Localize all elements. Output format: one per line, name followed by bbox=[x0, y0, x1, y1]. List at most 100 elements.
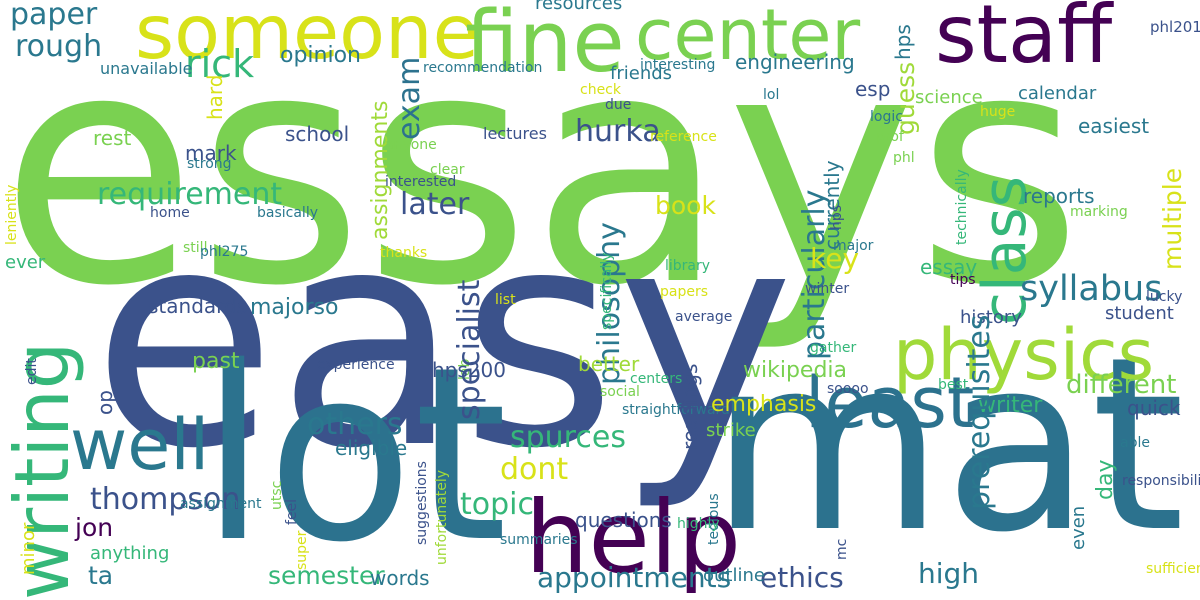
word-46-mark: mark bbox=[185, 141, 237, 165]
word-51-phl: phl bbox=[893, 150, 915, 166]
word-130-summaries: summaries bbox=[500, 532, 578, 548]
word-8-help: help bbox=[525, 479, 742, 596]
word-5-fine: fine bbox=[465, 0, 625, 92]
word-119-even: even bbox=[1068, 505, 1089, 550]
word-17-opinion: opinion bbox=[280, 43, 361, 68]
word-111-feel: feel bbox=[284, 498, 300, 525]
word-36-lol: lol bbox=[763, 87, 780, 103]
word-62-home: home bbox=[150, 205, 190, 221]
word-7-staff: staff bbox=[935, 0, 1113, 81]
word-97-soooo: soooo bbox=[827, 381, 869, 397]
word-18-resources: resources bbox=[535, 0, 623, 14]
word-41-school: school bbox=[285, 122, 350, 146]
word-115-topic: topic bbox=[460, 487, 534, 522]
word-81-majorso: majorso bbox=[250, 295, 339, 320]
word-67-thanks: thanks bbox=[380, 245, 428, 261]
word-71-ever: ever bbox=[5, 252, 46, 273]
word-86-average: average bbox=[675, 309, 733, 325]
word-69-syllabus: syllabus bbox=[1020, 269, 1163, 309]
word-136-outline: outline bbox=[703, 565, 765, 586]
word-88-specialist: specialist bbox=[452, 279, 487, 420]
word-35-esp: esp bbox=[855, 77, 891, 101]
word-44-reference: reference bbox=[650, 129, 717, 145]
word-58-book: book bbox=[655, 191, 716, 220]
word-129-anything: anything bbox=[90, 543, 170, 564]
word-19-hps: hps bbox=[891, 24, 915, 60]
word-31-hard: hard bbox=[203, 74, 227, 121]
word-123-suggestions: suggestions bbox=[414, 461, 430, 545]
word-26-calendar: calendar bbox=[1018, 83, 1097, 104]
word-98-social: social bbox=[600, 384, 640, 400]
word-125-highly: highly bbox=[677, 516, 720, 532]
word-103-emphasis: emphasis bbox=[711, 392, 817, 417]
word-80-list: list bbox=[495, 292, 516, 308]
word-12-least: least bbox=[805, 362, 975, 444]
word-77-winter: winter bbox=[805, 281, 850, 297]
word-68-key: key bbox=[810, 242, 860, 275]
word-104-writer: writer bbox=[978, 393, 1043, 418]
word-138-sufficient: sufficient bbox=[1146, 561, 1200, 577]
word-96-centers: centers bbox=[630, 371, 683, 387]
word-22-recommendation: recommendation bbox=[423, 60, 543, 76]
word-39-easiest: easiest bbox=[1078, 114, 1150, 138]
word-100-best: best bbox=[938, 377, 969, 393]
word-2-lot: lot bbox=[200, 315, 508, 595]
word-78-edit: edit bbox=[24, 358, 40, 385]
word-40-hurka: hurka bbox=[575, 114, 661, 149]
word-102-straightforward: straightforward bbox=[622, 402, 730, 418]
word-37-logic: logic bbox=[870, 109, 903, 125]
word-74-essay: essay bbox=[920, 255, 978, 279]
word-101-utsc: utsc bbox=[269, 480, 285, 510]
word-23-friends: friends bbox=[610, 63, 673, 84]
word-107-strike: strike bbox=[706, 420, 756, 441]
word-43-lectures: lectures bbox=[483, 124, 547, 143]
word-4-someone: someone bbox=[135, 0, 479, 76]
word-84-history: history bbox=[960, 307, 1022, 328]
word-128-jon: jon bbox=[75, 513, 114, 542]
word-21-unavailable: unavailable bbox=[100, 59, 193, 78]
word-9-physics: physics bbox=[893, 314, 1155, 396]
word-82-standards: standards bbox=[148, 294, 248, 318]
word-50-interested: interested bbox=[385, 174, 457, 190]
word-27-science: science bbox=[915, 87, 983, 108]
word-16-rick: rick bbox=[185, 42, 255, 86]
word-120-assignment: assignment bbox=[180, 496, 262, 512]
word-132-semester: semester bbox=[268, 561, 385, 590]
word-32-assignments: assignments bbox=[368, 100, 393, 240]
word-3-math: math bbox=[710, 305, 1200, 585]
word-72-phl275: phl275 bbox=[200, 244, 249, 260]
word-0-essays: essays bbox=[0, 0, 1083, 356]
word-110-eligible: eligible bbox=[335, 436, 408, 460]
word-34-due: due bbox=[605, 97, 632, 113]
word-106-spurces: spurces bbox=[510, 420, 626, 455]
word-124-questions: questions bbox=[575, 508, 672, 532]
word-91-past: past bbox=[192, 349, 240, 374]
word-24-interesting: interesting bbox=[640, 57, 716, 73]
word-28-multiple: multiple bbox=[1158, 167, 1187, 270]
word-112-minor: minor bbox=[18, 522, 39, 575]
word-45-prof: prof bbox=[876, 129, 904, 145]
word-116-day: day bbox=[1093, 459, 1118, 500]
word-92-better: better bbox=[578, 352, 640, 376]
word-60-reports: reports bbox=[1023, 184, 1095, 208]
word-6-center: center bbox=[635, 0, 861, 76]
word-135-ethics: ethics bbox=[760, 561, 844, 594]
word-42-rest: rest bbox=[93, 126, 132, 150]
word-1-easy: easy bbox=[92, 165, 795, 514]
word-38-huge: huge bbox=[980, 104, 1016, 120]
word-52-technically: technically bbox=[954, 169, 970, 245]
word-95-different: different bbox=[1066, 370, 1177, 400]
word-70-lucky: lucky bbox=[1146, 289, 1183, 305]
word-89-gather: gather bbox=[810, 340, 857, 356]
word-64-hps: hps bbox=[829, 204, 845, 230]
word-33-check: check bbox=[580, 82, 621, 98]
word-114-dont: dont bbox=[500, 452, 569, 487]
word-93-hps200: hps200 bbox=[432, 358, 506, 382]
word-49-clear: clear bbox=[430, 162, 465, 178]
word-85-student: student bbox=[1105, 303, 1174, 324]
word-118-prerequisites: prerequisites bbox=[962, 314, 997, 510]
word-65-major: major bbox=[833, 238, 874, 254]
word-108-readings: readings bbox=[678, 363, 702, 450]
word-10-writing: writing bbox=[0, 341, 86, 600]
word-25-engineering: engineering bbox=[735, 50, 855, 74]
